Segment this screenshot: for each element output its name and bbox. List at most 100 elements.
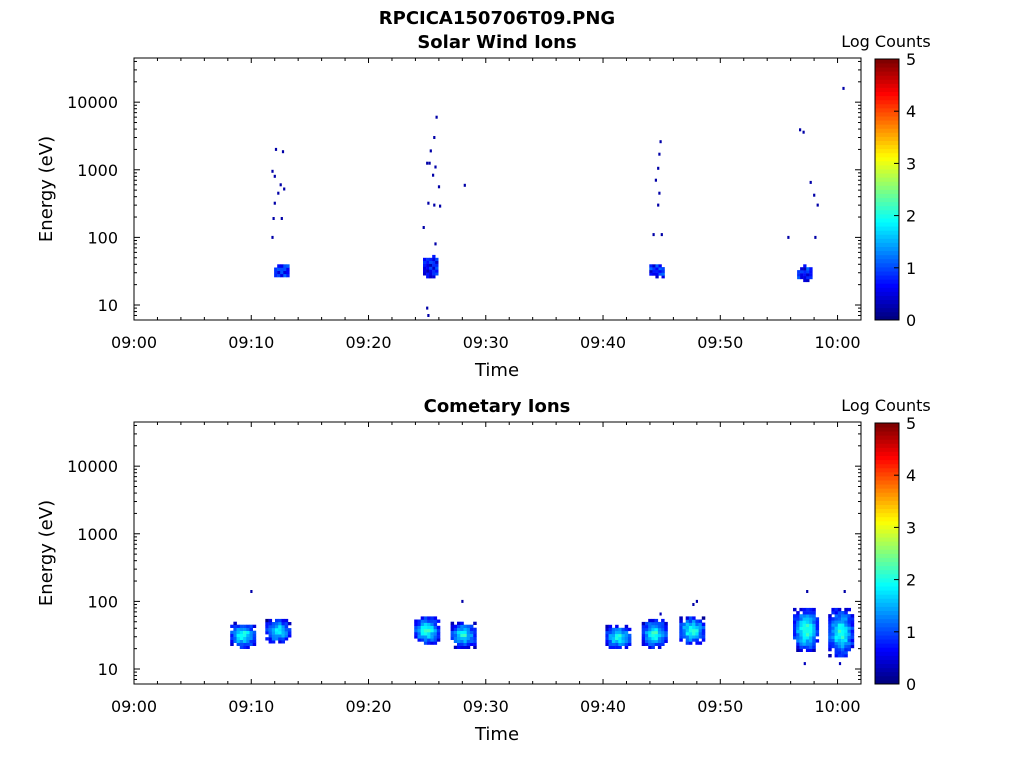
spectrogram-bin — [618, 636, 622, 640]
spectrogram-bin — [841, 644, 845, 649]
spectrogram-bin — [805, 623, 810, 627]
spectrogram-bin — [802, 645, 807, 649]
spectrogram-bin — [605, 627, 609, 632]
spectrogram-bin — [844, 626, 848, 630]
spectrogram-point — [273, 201, 276, 205]
spectrogram-bin — [274, 273, 278, 278]
spectrogram-bin — [850, 626, 855, 630]
spectrogram-bin — [651, 621, 655, 626]
colorbar-segment — [875, 427, 899, 432]
spectrogram-bin — [652, 267, 656, 271]
spectrogram-point — [435, 115, 438, 119]
spectrogram-bin — [249, 633, 253, 637]
spectrogram-bin — [453, 624, 458, 628]
spectrogram-bin — [460, 627, 464, 631]
spectrogram-bin — [611, 645, 616, 649]
spectrogram-bin — [661, 272, 665, 276]
spectrogram-bin — [685, 641, 690, 645]
spectrogram-bin — [806, 273, 810, 277]
spectrogram-bin — [268, 628, 273, 632]
spectrogram-bin — [463, 642, 467, 646]
spectrogram-bin — [831, 626, 835, 630]
spectrogram-bin — [837, 617, 842, 621]
spectrogram-bin — [654, 639, 659, 643]
spectrogram-bin — [453, 633, 458, 637]
spectrogram-bin — [645, 636, 649, 641]
spectrogram-point — [658, 152, 661, 156]
spectrogram-bin — [841, 638, 845, 643]
spectrogram-bin — [436, 625, 441, 630]
solar-wind-ylabel: Energy (eV) — [36, 136, 57, 242]
spectrogram-bin — [278, 634, 282, 638]
colorbar-segment — [875, 484, 899, 489]
spectrogram-bin — [435, 269, 439, 273]
colorbar-segment — [875, 173, 899, 178]
spectrogram-bin — [802, 611, 807, 615]
spectrogram-bin — [463, 633, 467, 637]
colorbar-segment — [875, 635, 899, 640]
spectrogram-bin — [805, 629, 810, 634]
colorbar-segment — [875, 132, 899, 137]
spectrogram-bin — [828, 635, 832, 639]
spectrogram-bin — [429, 266, 433, 270]
colorbar-segment — [875, 529, 899, 534]
spectrogram-bin — [271, 640, 276, 644]
spectrogram-bin — [239, 627, 244, 631]
y-tick-label: 1000 — [77, 525, 118, 544]
spectrogram-bin — [414, 622, 418, 626]
spectrogram-bin — [805, 626, 810, 631]
spectrogram-point — [433, 136, 436, 139]
spectrogram-bin — [268, 625, 273, 629]
spectrogram-bin — [615, 624, 619, 629]
spectrogram-bin — [473, 645, 477, 649]
spectrogram-bin — [648, 639, 652, 643]
spectrogram-bin — [841, 611, 845, 615]
spectrogram-bin — [701, 635, 706, 639]
spectrogram-bin — [275, 625, 279, 629]
spectrogram-bin — [651, 645, 655, 649]
spectrogram-point — [806, 590, 809, 593]
spectrogram-bin — [252, 636, 257, 640]
spectrogram-bin — [692, 638, 696, 642]
spectrogram-bin — [682, 632, 686, 636]
spectrogram-bin — [695, 641, 699, 645]
spectrogram-bin — [831, 632, 835, 636]
spectrogram-bin — [812, 648, 816, 652]
spectrogram-bin — [423, 616, 428, 620]
spectrogram-bin — [837, 632, 842, 636]
colorbar-segment — [875, 467, 899, 473]
spectrogram-bin — [828, 632, 832, 636]
spectrogram-bin — [685, 635, 690, 639]
colorbar-segment — [875, 598, 899, 603]
colorbar-segment — [875, 275, 899, 280]
colorbar-segment — [875, 520, 899, 526]
spectrogram-bin — [417, 622, 421, 626]
spectrogram-point — [659, 140, 662, 144]
spectrogram-bin — [682, 628, 686, 633]
spectrogram-bin — [654, 624, 659, 629]
spectrogram-bin — [271, 622, 276, 626]
colorbar-segment — [875, 189, 899, 194]
spectrogram-bin — [463, 630, 467, 634]
spectrogram-bin — [249, 624, 253, 628]
spectrogram-point — [654, 178, 657, 182]
spectrogram-bin — [463, 624, 467, 628]
colorbar-segment — [875, 291, 899, 296]
colorbar-segment — [875, 287, 899, 292]
x-tick-label: 10:00 — [814, 333, 860, 352]
spectrogram-bin — [275, 637, 279, 641]
spectrogram-bin — [679, 638, 683, 642]
spectrogram-bin — [423, 263, 427, 267]
spectrogram-bin — [802, 626, 807, 631]
spectrogram-bin — [796, 626, 800, 631]
spectrogram-bin — [414, 625, 418, 630]
spectrogram-bin — [239, 633, 244, 637]
spectrogram-bin — [423, 632, 428, 636]
colorbar-segment — [875, 222, 899, 227]
colorbar-segment — [875, 451, 899, 457]
colorbar-segment — [875, 120, 899, 125]
spectrogram-bin — [280, 267, 284, 271]
spectrogram-bin — [265, 625, 269, 629]
spectrogram-bin — [608, 642, 613, 646]
spectrogram-bin — [793, 629, 797, 634]
